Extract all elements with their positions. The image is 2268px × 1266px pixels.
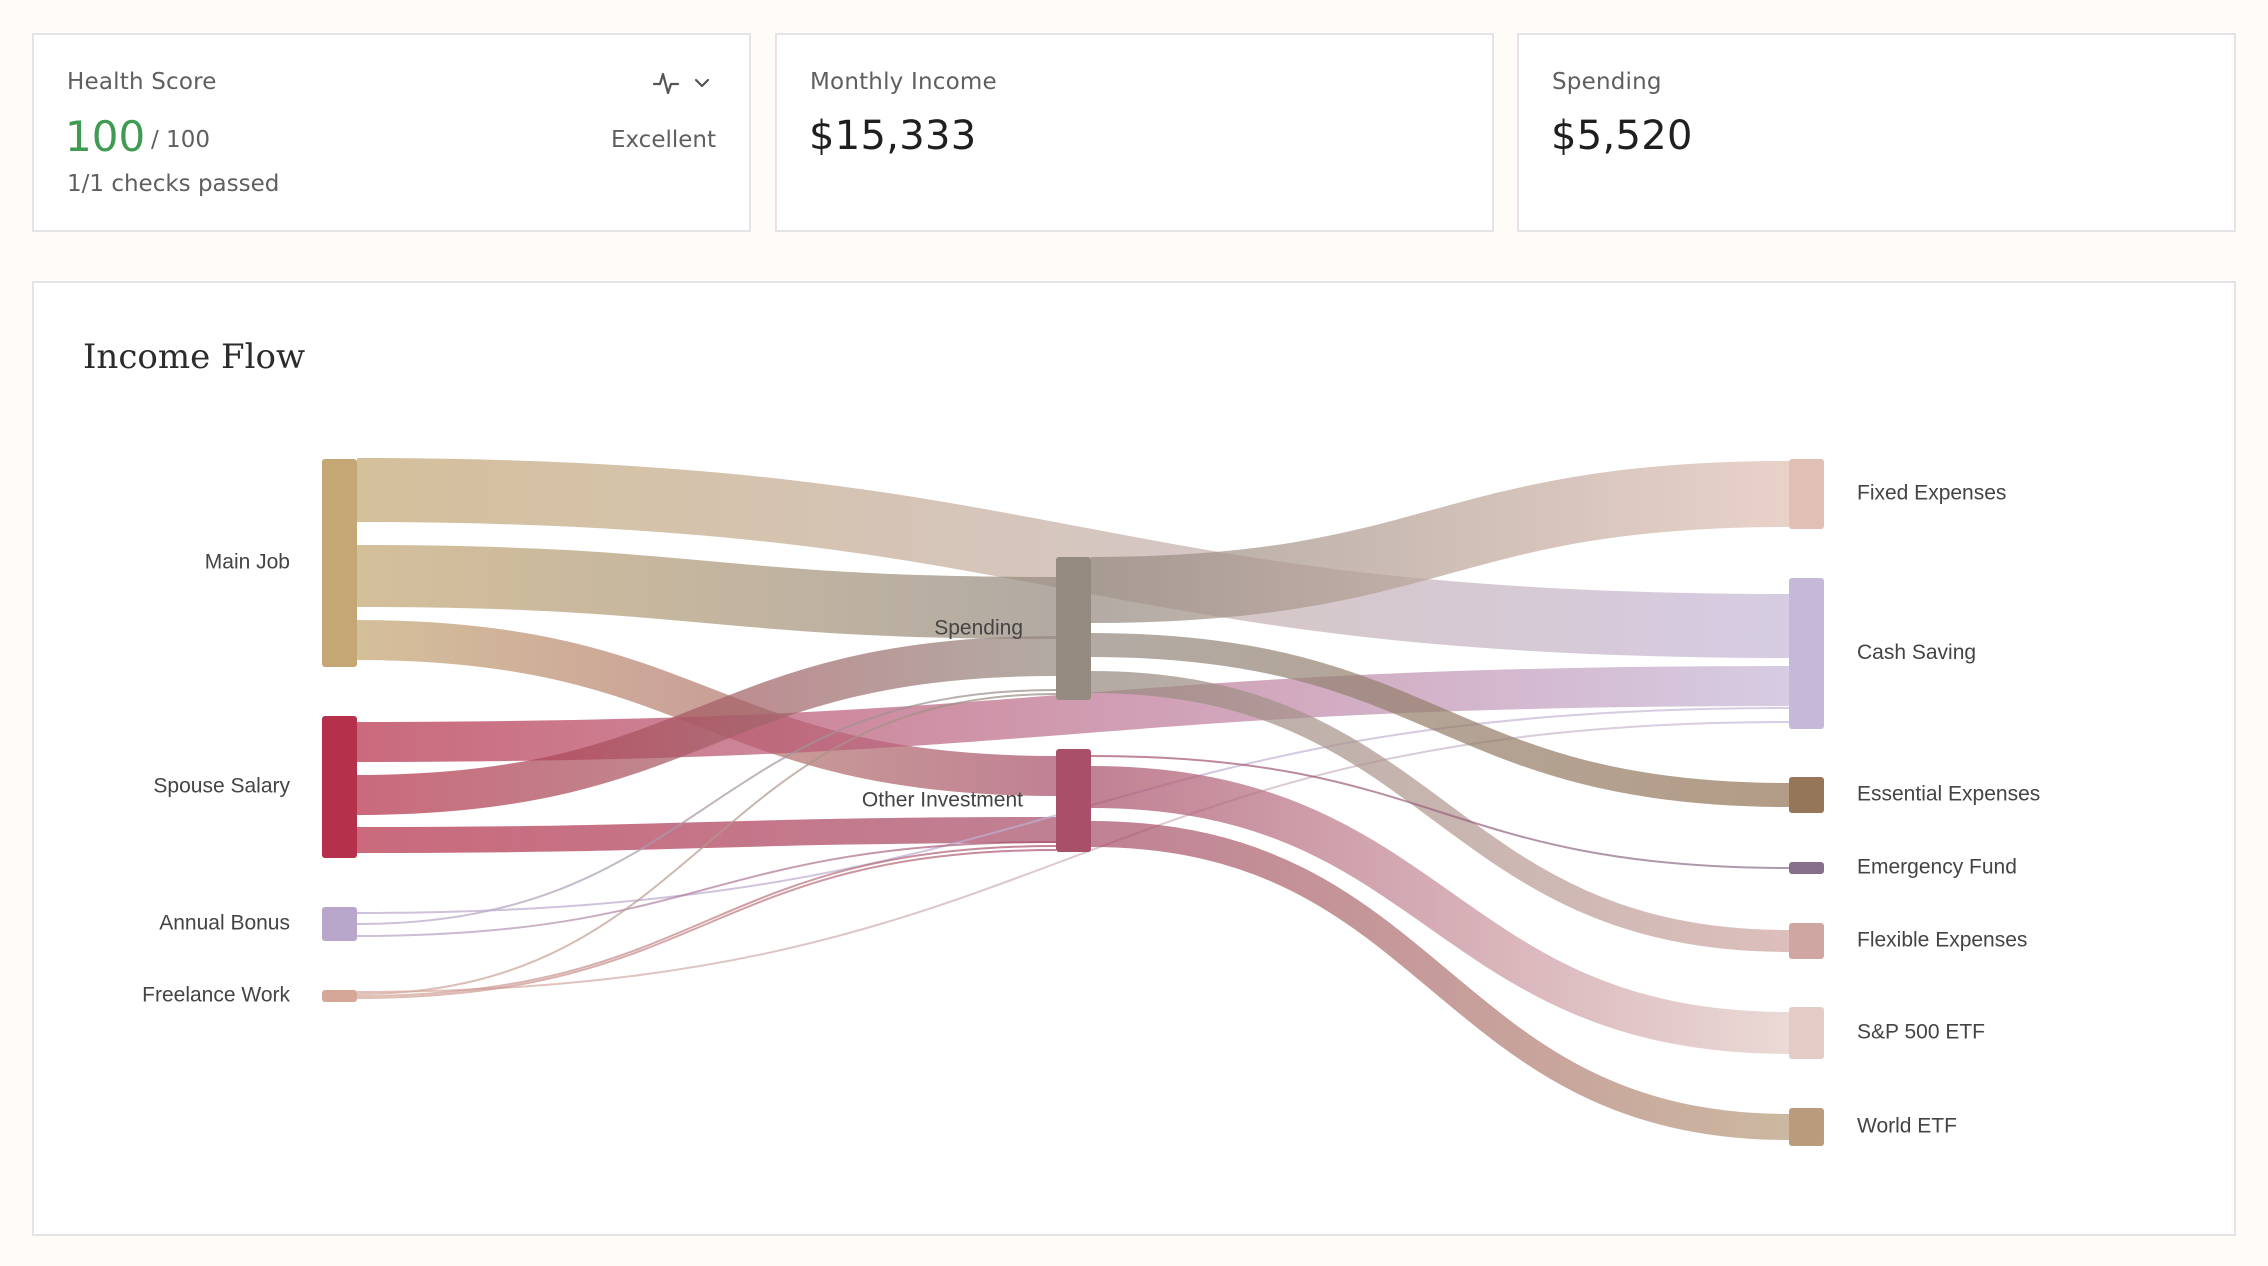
- chevron-down-icon[interactable]: [692, 73, 712, 93]
- health-score-status: Excellent: [610, 127, 716, 153]
- health-score-value: 100: [65, 112, 146, 161]
- spending-value: $5,520: [1551, 113, 1693, 159]
- health-score-label: Health Score: [67, 69, 217, 95]
- monthly-income-card: Monthly Income $15,333: [775, 33, 1494, 232]
- spending-card: Spending $5,520: [1517, 33, 2236, 232]
- health-score-max: / 100: [151, 127, 210, 153]
- activity-icon[interactable]: [652, 69, 680, 97]
- income-flow-title: Income Flow: [83, 337, 306, 377]
- health-score-card: Health Score 100 / 100 Excellent 1/1 che…: [32, 33, 751, 232]
- spending-label: Spending: [1552, 69, 1662, 95]
- monthly-income-label: Monthly Income: [810, 69, 997, 95]
- health-checks-text: 1/1 checks passed: [67, 171, 280, 197]
- monthly-income-value: $15,333: [809, 113, 977, 159]
- income-flow-panel: Income Flow: [32, 281, 2236, 1236]
